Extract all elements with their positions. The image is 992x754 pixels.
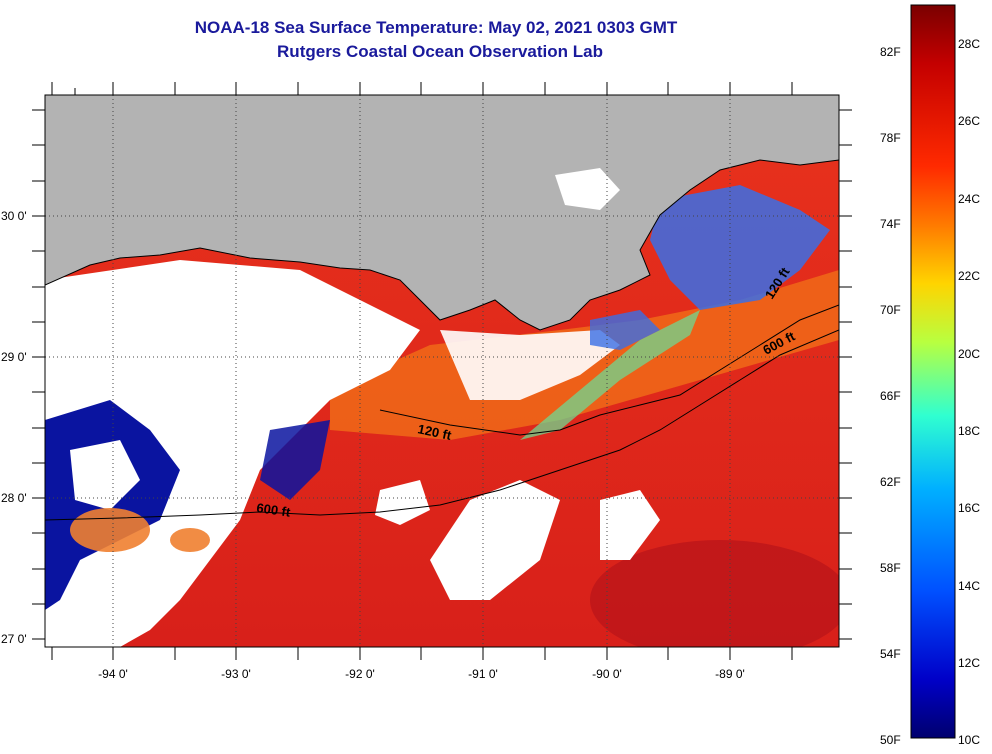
map-frame bbox=[44, 94, 840, 648]
colorbar-label-c: 10C bbox=[958, 733, 980, 747]
colorbar-label-f: 70F bbox=[880, 303, 901, 317]
cool-streak bbox=[520, 310, 700, 440]
contour-120ft bbox=[379, 304, 839, 436]
contour-600ft bbox=[45, 329, 839, 521]
coastline bbox=[45, 159, 839, 331]
lat-tick-label: 29 0' bbox=[1, 350, 27, 364]
lake-area bbox=[555, 168, 620, 210]
lon-tick-label: -93 0' bbox=[221, 667, 251, 681]
colorbar-label-f: 66F bbox=[880, 389, 901, 403]
colorbar-label-f: 78F bbox=[880, 131, 901, 145]
axis-ticks bbox=[32, 82, 852, 660]
map-panel bbox=[45, 95, 839, 647]
colorbar-label-c: 18C bbox=[958, 424, 980, 438]
lon-tick-label: -94 0' bbox=[98, 667, 128, 681]
cloud-mask-mid bbox=[440, 330, 620, 400]
warm-patch bbox=[170, 528, 210, 552]
cloud-patch bbox=[375, 480, 430, 525]
colorbar-label-c: 16C bbox=[958, 501, 980, 515]
colorbar-label-c: 22C bbox=[958, 269, 980, 283]
land-area bbox=[45, 95, 839, 330]
warm-patch bbox=[70, 508, 150, 552]
contour-label: 600 ft bbox=[256, 500, 292, 520]
colorbar-label-c: 24C bbox=[958, 192, 980, 206]
colorbar bbox=[910, 4, 956, 739]
warm-core bbox=[590, 540, 839, 647]
lon-tick-label: -92 0' bbox=[345, 667, 375, 681]
colorbar-label-f: 82F bbox=[880, 45, 901, 59]
colorbar-label-f: 62F bbox=[880, 475, 901, 489]
colorbar-label-c: 12C bbox=[958, 656, 980, 670]
colorbar-label-f: 74F bbox=[880, 217, 901, 231]
cold-patch bbox=[260, 420, 330, 500]
cloud-patch bbox=[430, 480, 560, 600]
colorbar-celsius-labels: 28C 26C 24C 22C 20C 18C 16C 14C 12C 10C bbox=[958, 37, 980, 747]
lat-tick-label: 28 0' bbox=[1, 491, 27, 505]
colorbar-label-c: 28C bbox=[958, 37, 980, 51]
colorbar-label-f: 54F bbox=[880, 647, 901, 661]
cloud-patch bbox=[70, 440, 140, 510]
cloud-mask-west bbox=[45, 260, 420, 647]
map-title: NOAA-18 Sea Surface Temperature: May 02,… bbox=[194, 18, 678, 37]
map-subtitle: Rutgers Coastal Ocean Observation Lab bbox=[277, 42, 603, 61]
lat-tick-label: 30 0' bbox=[1, 209, 27, 223]
colorbar-fahrenheit-labels: 82F 78F 74F 70F 66F 62F 58F 54F 50F bbox=[880, 45, 901, 747]
colorbar-label-f: 58F bbox=[880, 561, 901, 575]
lon-tick-label: -91 0' bbox=[468, 667, 498, 681]
lat-tick-label: 27 0' bbox=[1, 632, 27, 646]
contour-label: 120 ft bbox=[416, 421, 453, 443]
lon-tick-label: -89 0' bbox=[715, 667, 745, 681]
graticule bbox=[45, 95, 839, 647]
colorbar-label-c: 26C bbox=[958, 114, 980, 128]
lon-tick-label: -90 0' bbox=[592, 667, 622, 681]
colorbar-label-f: 50F bbox=[880, 733, 901, 747]
colorbar-label-c: 20C bbox=[958, 347, 980, 361]
colorbar-label-c: 14C bbox=[958, 579, 980, 593]
cloud-patch bbox=[600, 490, 660, 560]
